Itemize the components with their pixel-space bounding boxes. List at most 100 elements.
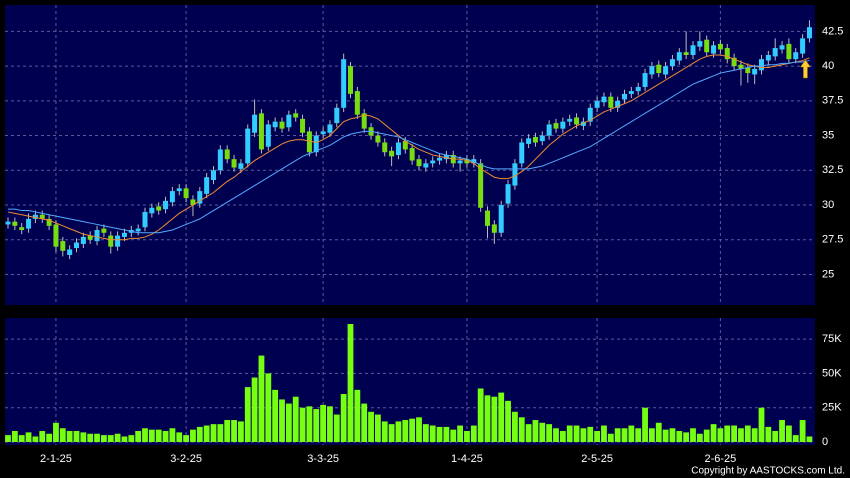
candle-body	[464, 159, 470, 164]
volume-bar	[539, 422, 546, 442]
volume-bar	[416, 417, 422, 442]
candle-body	[752, 68, 758, 75]
candle-body	[176, 188, 182, 192]
candle-body	[80, 236, 86, 244]
candle-body	[361, 113, 367, 129]
candle-body	[485, 210, 490, 226]
volume-bar	[32, 436, 39, 442]
candle-body	[443, 155, 449, 160]
candle-body	[628, 91, 634, 94]
volume-bar	[731, 425, 737, 442]
volume-bar	[607, 433, 614, 442]
candle-body	[745, 67, 751, 74]
candle-body	[786, 43, 792, 60]
candle-body	[327, 124, 333, 133]
candle-body	[286, 114, 292, 128]
candle-body	[149, 207, 155, 214]
candle-body	[19, 227, 25, 230]
candle-body	[334, 107, 340, 124]
candle-body	[622, 93, 627, 100]
candle-body	[238, 163, 244, 169]
volume-bar	[422, 424, 429, 442]
candle-body	[231, 159, 237, 168]
candle-body	[272, 121, 278, 128]
candle-body	[779, 45, 785, 50]
candle-body	[704, 39, 710, 53]
candle-body	[163, 200, 169, 210]
y-tick-label: 0	[822, 436, 828, 448]
volume-bar	[559, 431, 566, 442]
volume-bar	[39, 431, 46, 442]
candle-body	[471, 159, 477, 164]
candle-body	[793, 52, 799, 60]
volume-bar	[46, 433, 52, 442]
candle-body	[491, 224, 497, 233]
volume-bar	[710, 424, 717, 442]
candle-body	[423, 163, 429, 168]
volume-bar	[217, 424, 224, 442]
y-tick-label: 40	[822, 60, 834, 72]
candle-body	[5, 221, 11, 225]
candle-body	[300, 118, 306, 133]
volume-bar	[169, 428, 176, 442]
candle-body	[560, 121, 566, 129]
volume-bar	[676, 431, 683, 442]
volume-bar	[443, 426, 450, 442]
candle-body	[772, 48, 778, 57]
candle-body	[46, 218, 52, 226]
y-tick-label: 32.5	[822, 164, 843, 176]
volume-bar	[635, 428, 642, 442]
volume-bar	[176, 432, 183, 442]
candle-body	[416, 159, 422, 167]
candle-body	[402, 141, 408, 150]
candle-body	[101, 228, 107, 233]
candle-body	[615, 100, 621, 108]
candle-body	[190, 199, 196, 205]
candle-body	[39, 214, 45, 219]
volume-bar	[361, 403, 368, 442]
candle-body	[505, 184, 511, 204]
moving-average-line	[7, 54, 810, 241]
candle-body	[519, 142, 525, 164]
candle-body	[211, 170, 216, 180]
volume-bar	[313, 409, 320, 442]
candle-body	[156, 206, 162, 211]
volume-bar	[258, 355, 265, 442]
candle-body	[731, 57, 737, 67]
candle-body	[265, 124, 271, 147]
candle-body	[498, 205, 504, 233]
volume-bar	[491, 396, 498, 442]
candle-body	[341, 59, 347, 108]
volume-bar	[73, 431, 80, 442]
candle-body	[587, 107, 593, 122]
candle-body	[279, 121, 285, 129]
candle-body	[217, 149, 223, 171]
volume-bar	[375, 414, 381, 442]
candle-body	[12, 221, 18, 226]
copyright: Copyright by AASTOCKS.com Ltd.	[691, 466, 845, 477]
candle-body	[204, 177, 210, 194]
volume-bar	[436, 426, 443, 442]
volume-bar	[5, 435, 11, 442]
candle-body	[512, 163, 518, 186]
candle-body	[430, 160, 436, 164]
candle-body	[197, 191, 203, 204]
volume-bar	[779, 420, 785, 442]
volume-bar	[717, 428, 724, 442]
candle-body	[478, 163, 484, 208]
candle-body	[87, 235, 93, 240]
volume-bar	[196, 426, 203, 442]
volume-bar	[649, 428, 655, 442]
x-tick-label: 3-2-25	[170, 453, 202, 465]
volume-bar	[231, 420, 237, 442]
volume-bar	[566, 425, 573, 442]
volume-bar	[799, 420, 806, 442]
volume-bar	[121, 436, 128, 442]
volume-bar	[333, 414, 340, 442]
volume-bar	[279, 399, 285, 442]
candle-body	[683, 52, 689, 55]
volume-bar	[347, 324, 354, 442]
volume-bar	[11, 431, 18, 442]
volume-bar	[224, 420, 231, 442]
candle-body	[135, 228, 141, 232]
